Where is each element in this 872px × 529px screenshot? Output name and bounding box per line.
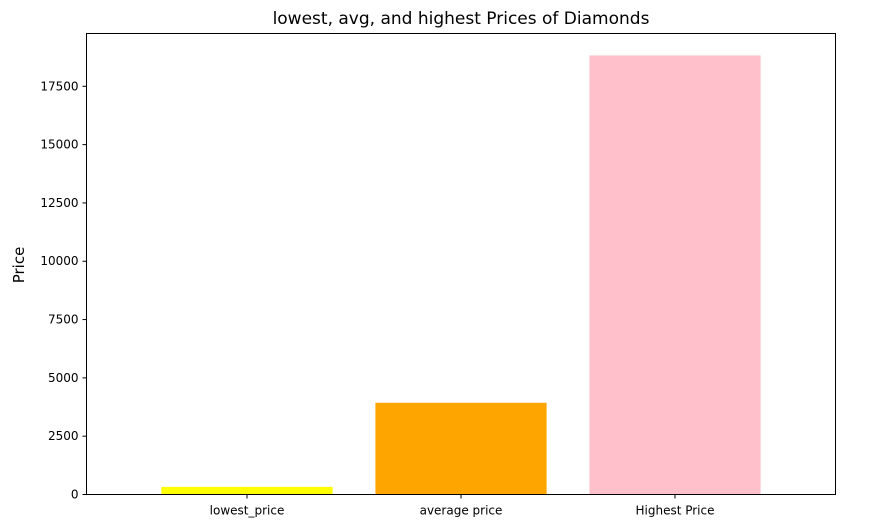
x-tick-label: lowest_price [210, 504, 285, 518]
x-tick-label: Highest Price [635, 504, 714, 518]
bar-highest-price [589, 55, 761, 495]
bar-average-price [375, 402, 547, 495]
y-tick-label: 2500 [48, 429, 79, 443]
bar-lowest-price [161, 486, 333, 495]
y-axis-title: Price [10, 247, 28, 284]
y-tick-label: 0 [71, 488, 79, 502]
y-tick-label: 7500 [48, 313, 79, 327]
x-tick-label: average price [420, 504, 503, 518]
plot-frame [86, 33, 836, 495]
x-axis-ticks: lowest_price average price Highest Price [210, 494, 715, 518]
y-tick-label: 10000 [40, 254, 78, 268]
y-tick-label: 17500 [40, 79, 78, 93]
y-tick-label: 12500 [40, 196, 78, 210]
y-tick-label: 5000 [48, 371, 79, 385]
y-tick-label: 15000 [40, 138, 78, 152]
bars-group [161, 55, 761, 495]
y-axis-ticks: 0 2500 5000 7500 10000 12500 15000 17500 [40, 79, 87, 502]
chart-title: lowest, avg, and highest Prices of Diamo… [273, 9, 650, 29]
